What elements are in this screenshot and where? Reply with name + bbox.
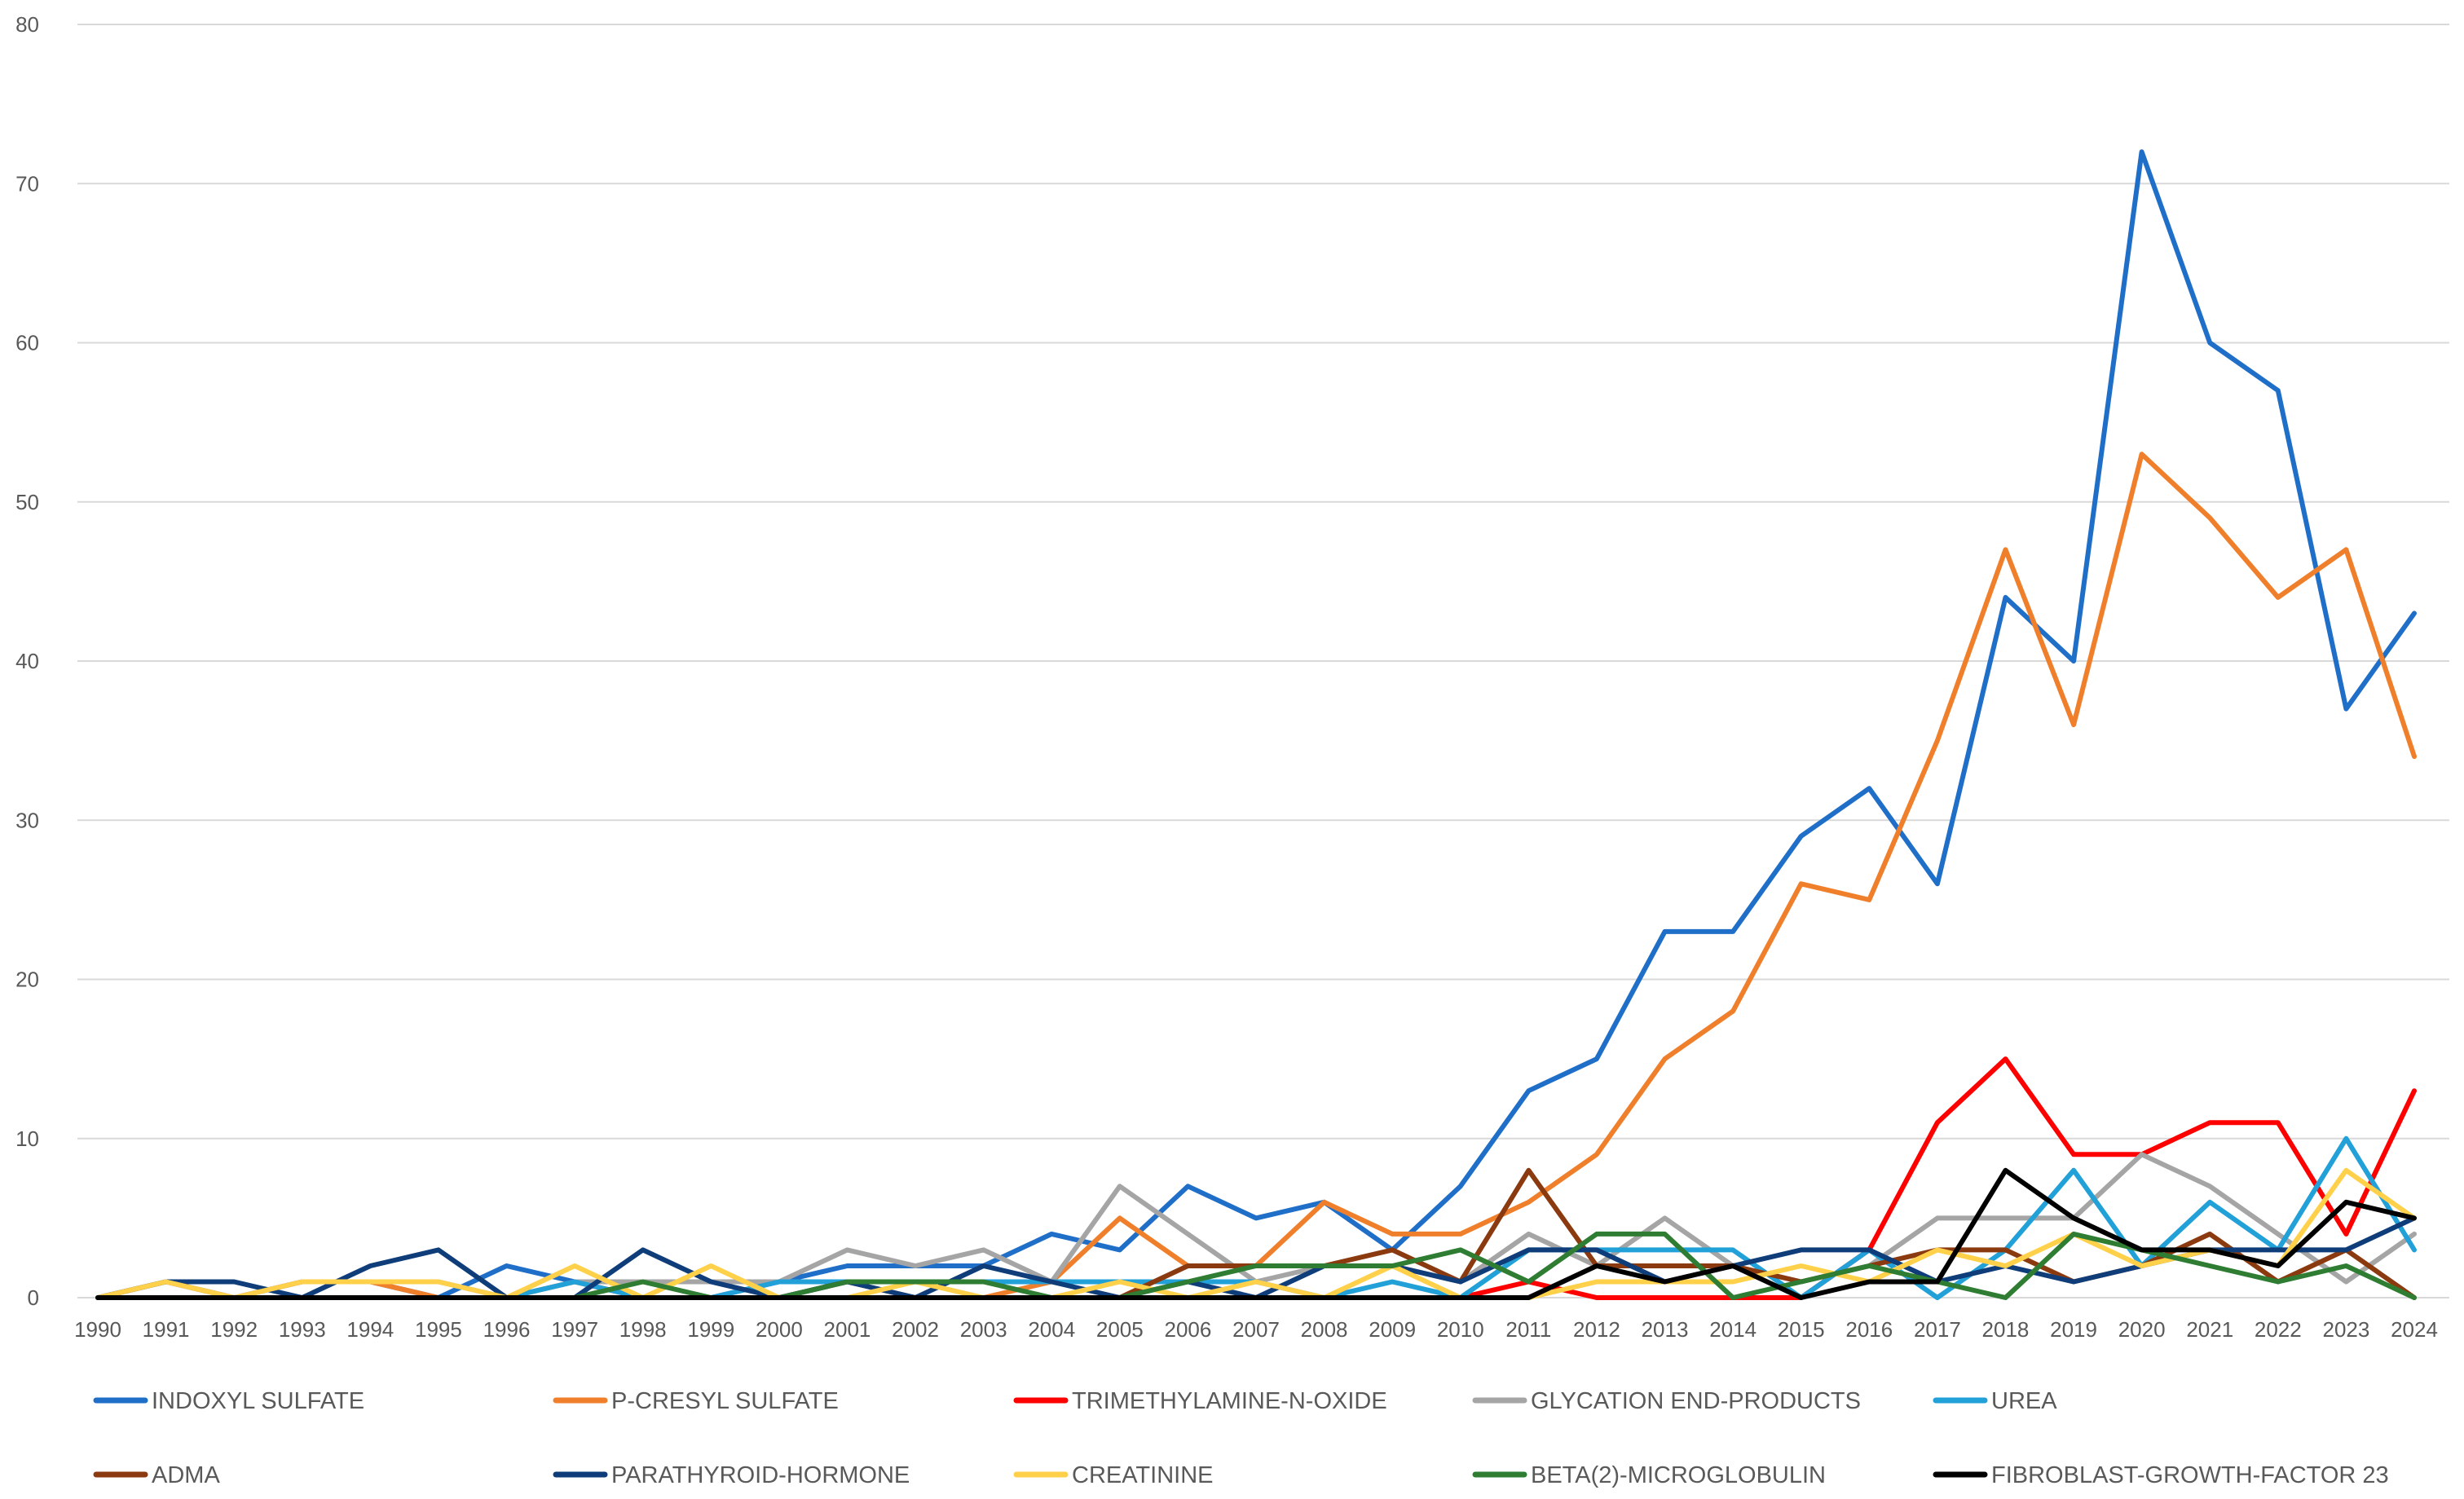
legend-item-parathyroid-hormone: PARATHYROID-HORMONE: [553, 1462, 910, 1488]
y-tick-label: 20: [15, 968, 39, 992]
x-tick-label: 2022: [2255, 1317, 2302, 1342]
x-tick-label: 2007: [1232, 1317, 1280, 1342]
legend-item-trimethylamine-n-oxide: TRIMETHYLAMINE-N-OXIDE: [1013, 1388, 1387, 1414]
legend-item-p-cresyl-sulfate: P-CRESYL SULFATE: [553, 1388, 839, 1414]
x-tick-label: 2016: [1845, 1317, 1893, 1342]
x-tick-label: 2014: [1709, 1317, 1757, 1342]
x-tick-label: 2021: [2186, 1317, 2233, 1342]
x-tick-label: 2001: [824, 1317, 871, 1342]
y-tick-label: 30: [15, 808, 39, 832]
series-lines: [95, 149, 2417, 1300]
series-line-fibroblast-growth-factor-23: [95, 1167, 2417, 1300]
x-tick-label: 2004: [1028, 1317, 1075, 1342]
legend: INDOXYL SULFATE P-CRESYL SULFATE TRIMETHYL…: [93, 1388, 2389, 1488]
legend-item-adma: ADMA: [93, 1462, 220, 1488]
x-tick-label: 1999: [687, 1317, 734, 1342]
y-tick-label: 0: [28, 1285, 39, 1310]
x-tick-label: 2019: [2050, 1317, 2097, 1342]
series-line-p-cresyl-sulfate: [95, 452, 2417, 1300]
y-tick-label: 40: [15, 649, 39, 673]
x-tick-label: 2024: [2391, 1317, 2438, 1342]
legend-label: TRIMETHYLAMINE-N-OXIDE: [1072, 1388, 1387, 1414]
legend-item-glycation-end-products: GLYCATION END-PRODUCTS: [1472, 1388, 1861, 1414]
x-tick-label: 1990: [74, 1317, 121, 1342]
x-tick-label: 2002: [892, 1317, 939, 1342]
legend-label: ADMA: [152, 1462, 220, 1488]
legend-label: INDOXYL SULFATE: [152, 1388, 364, 1414]
x-tick-label: 1993: [279, 1317, 326, 1342]
legend-label: BETA(2)-MICROGLOBULIN: [1531, 1462, 1826, 1488]
x-tick-label: 1994: [346, 1317, 394, 1342]
y-tick-label: 50: [15, 490, 39, 514]
x-tick-label: 1995: [415, 1317, 462, 1342]
x-tick-label: 2020: [2118, 1317, 2166, 1342]
x-tick-label: 2018: [1982, 1317, 2030, 1342]
legend-item-creatinine: CREATININE: [1013, 1462, 1213, 1488]
legend-label: PARATHYROID-HORMONE: [611, 1462, 910, 1488]
x-tick-label: 2012: [1573, 1317, 1620, 1342]
series-line-beta-2-microglobulin: [95, 1231, 2417, 1300]
x-tick-label: 2011: [1505, 1317, 1551, 1342]
y-tick-label: 10: [15, 1126, 39, 1151]
series-line-creatinine: [95, 1167, 2417, 1300]
gridlines: [77, 24, 2449, 1298]
x-tick-label: 2005: [1096, 1317, 1144, 1342]
x-tick-label: 2003: [960, 1317, 1007, 1342]
y-tick-label: 80: [15, 12, 39, 37]
x-tick-label: 2000: [756, 1317, 803, 1342]
x-tick-label: 2006: [1164, 1317, 1211, 1342]
legend-item-fibroblast-growth-factor-23: FIBROBLAST-GROWTH-FACTOR 23: [1933, 1462, 2389, 1488]
series-line-indoxyl-sulfate: [95, 149, 2417, 1300]
legend-label: UREA: [1991, 1388, 2057, 1414]
legend-item-urea: UREA: [1933, 1388, 2057, 1414]
legend-label: FIBROBLAST-GROWTH-FACTOR 23: [1991, 1462, 2389, 1488]
y-axis-ticks: 0 10 20 30 40 50 60 70 80: [15, 12, 39, 1310]
x-tick-label: 2017: [1914, 1317, 1961, 1342]
legend-item-beta-2-microglobulin: BETA(2)-MICROGLOBULIN: [1472, 1462, 1826, 1488]
x-tick-label: 2009: [1369, 1317, 1416, 1342]
legend-label: P-CRESYL SULFATE: [611, 1388, 839, 1414]
x-tick-label: 2023: [2322, 1317, 2369, 1342]
x-tick-label: 2015: [1778, 1317, 1825, 1342]
legend-label: CREATININE: [1072, 1462, 1213, 1488]
legend-item-indoxyl-sulfate: INDOXYL SULFATE: [93, 1388, 364, 1414]
x-axis-ticks: 1990 1991 1992 1993 1994 1995 1996 1997 1998 1999…: [74, 1317, 2438, 1342]
x-tick-label: 1991: [143, 1317, 190, 1342]
x-tick-label: 1997: [551, 1317, 598, 1342]
y-tick-label: 70: [15, 171, 39, 196]
y-tick-label: 60: [15, 331, 39, 355]
x-tick-label: 1996: [483, 1317, 531, 1342]
legend-label: GLYCATION END-PRODUCTS: [1531, 1388, 1861, 1414]
x-tick-label: 1998: [619, 1317, 667, 1342]
x-tick-label: 2013: [1642, 1317, 1689, 1342]
x-tick-label: 1992: [210, 1317, 258, 1342]
x-tick-label: 2008: [1301, 1317, 1348, 1342]
x-tick-label: 2010: [1437, 1317, 1484, 1342]
